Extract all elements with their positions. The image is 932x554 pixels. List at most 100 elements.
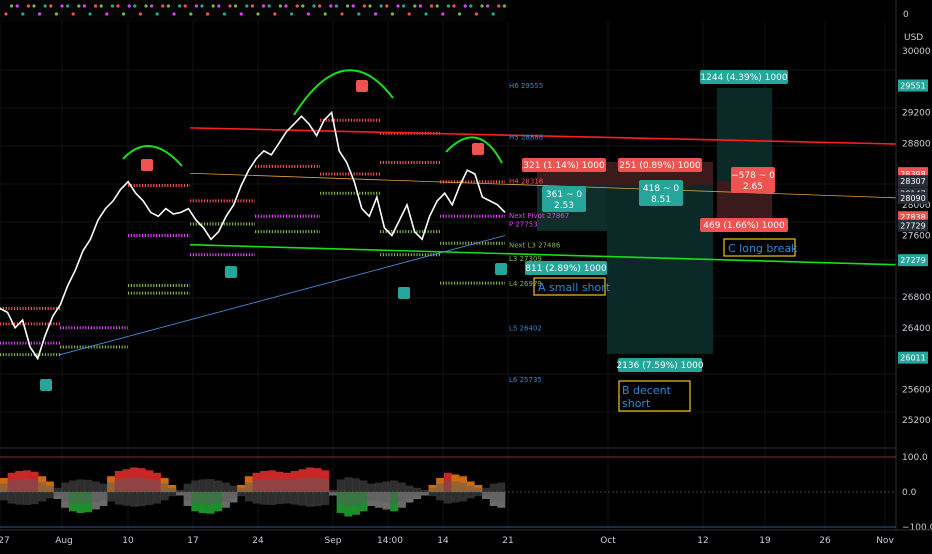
price-tag-text: 26011 (900, 354, 925, 363)
osc-envelope (237, 488, 245, 496)
box-c-target-zone (717, 88, 772, 181)
strip-dot (335, 4, 338, 7)
strip-dot (480, 4, 483, 7)
osc-envelope (199, 479, 207, 504)
annotation-c-text: C long break (728, 242, 798, 255)
strip-dot (497, 4, 500, 7)
price-tick: 30000 (902, 47, 931, 57)
strip-dot (436, 4, 439, 7)
osc-envelope (436, 484, 444, 501)
strip-dot (419, 4, 422, 7)
annotation-b-text-2: short (622, 397, 651, 410)
strip-dot (469, 4, 472, 7)
osc-envelope (314, 478, 322, 507)
strip-dot (284, 4, 287, 7)
strip-dot (301, 4, 304, 7)
strip-dot (144, 4, 147, 7)
osc-envelope (92, 482, 100, 503)
time-tick: Nov (876, 536, 894, 546)
time-tick: 12 (697, 536, 708, 546)
strip-dot (200, 4, 203, 7)
price-tag-text: 28090 (900, 194, 925, 203)
osc-envelope (275, 480, 283, 504)
price-tick: 26800 (902, 293, 931, 303)
box-a-stop-label-text: 321 (1.14%) 1000 (523, 161, 605, 171)
time-tick: 19 (759, 536, 771, 546)
price-tick: 25200 (902, 416, 931, 426)
osc-envelope (145, 479, 153, 505)
price-tag-text: 27279 (900, 256, 925, 265)
strip-dot (105, 12, 108, 15)
strip-dot (116, 4, 119, 7)
osc-envelope (153, 480, 161, 503)
time-tick: 14 (437, 536, 449, 546)
time-tick: Aug (55, 536, 73, 546)
strip-dot (228, 4, 231, 7)
strip-dot (441, 12, 444, 15)
box-b-ratio-value: 8.51 (651, 195, 671, 205)
strip-dot (55, 12, 58, 15)
pivot-label: L4 26979 (509, 280, 542, 288)
strip-dot (77, 4, 80, 7)
sell-marker (141, 159, 153, 171)
osc-envelope (99, 484, 107, 501)
strip-dot (312, 4, 315, 7)
strip-dot (413, 4, 416, 7)
strip-dot (447, 4, 450, 7)
time-tick: 14:00 (377, 536, 403, 546)
osc-envelope (428, 488, 436, 496)
time-tick: 26 (819, 536, 831, 546)
strip-dot (38, 12, 41, 15)
osc-envelope (191, 480, 199, 503)
strip-dot (10, 4, 13, 7)
box-b-target-label-text: 2136 (7.59%) 1000 (616, 361, 703, 371)
strip-dot (452, 4, 455, 7)
price-tick: 26400 (902, 324, 931, 334)
strip-dot (262, 4, 265, 7)
osc-envelope (122, 478, 130, 505)
strip-dot (150, 4, 153, 7)
strip-dot (340, 12, 343, 15)
osc-envelope (260, 479, 268, 504)
osc-envelope (84, 480, 92, 504)
buy-marker (495, 263, 507, 275)
strip-dot (368, 4, 371, 7)
strip-dot (184, 4, 187, 7)
strip-dot (279, 4, 282, 7)
strip-dot (318, 4, 321, 7)
strip-dot (357, 12, 360, 15)
strip-dot (307, 12, 310, 15)
osc-envelope (61, 483, 69, 502)
osc-envelope (31, 480, 39, 504)
strip-dot (374, 12, 377, 15)
strip-dot (234, 4, 237, 7)
osc-tick: 0.0 (902, 488, 917, 498)
osc-envelope (421, 490, 429, 494)
osc-envelope (0, 484, 8, 501)
strip-dot (329, 4, 332, 7)
osc-envelope (138, 478, 146, 507)
osc-envelope (245, 483, 253, 502)
signal-strip (0, 0, 505, 22)
buy-marker (40, 379, 52, 391)
osc-envelope (8, 480, 16, 503)
osc-envelope (360, 480, 368, 503)
osc-envelope (444, 480, 452, 503)
strip-dot (503, 4, 506, 7)
strip-dot (100, 4, 103, 7)
osc-envelope (207, 479, 215, 505)
osc-envelope (184, 484, 192, 501)
osc-envelope (38, 483, 46, 502)
osc-envelope (69, 480, 77, 503)
time-tick: 21 (502, 536, 513, 546)
price-axis-top: 0 (903, 10, 909, 20)
osc-envelope (451, 482, 459, 503)
annotation-a-text: A small short (538, 281, 611, 294)
time-tick: Sep (325, 536, 342, 546)
buy-marker (398, 287, 410, 299)
osc-envelope (46, 486, 54, 499)
osc-envelope (337, 479, 345, 504)
pivot-label: P 27753 (509, 221, 538, 229)
